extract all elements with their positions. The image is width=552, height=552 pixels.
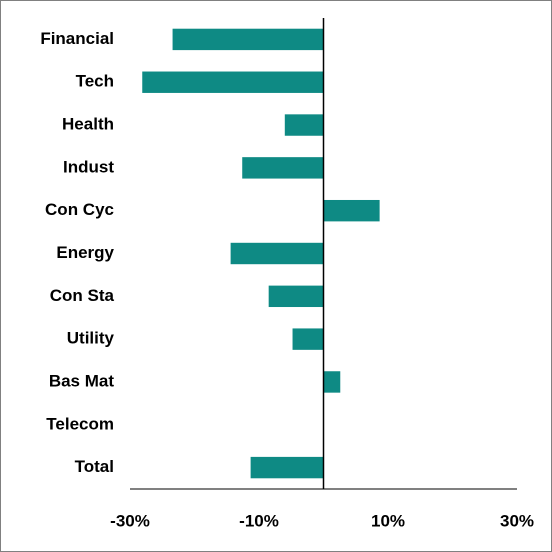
x-tick-label: -10% — [239, 511, 279, 530]
y-tick-label: Tech — [76, 72, 114, 91]
y-tick-label: Health — [62, 115, 114, 134]
x-tick-label: 30% — [500, 511, 534, 530]
y-tick-label: Bas Mat — [49, 371, 115, 390]
x-tick-label: 10% — [371, 511, 405, 530]
bar — [242, 157, 324, 179]
y-tick-label: Utility — [67, 329, 115, 348]
bar — [172, 28, 324, 51]
bar — [323, 199, 380, 222]
bar — [268, 285, 324, 308]
y-tick-label: Telecom — [46, 414, 114, 433]
bar — [323, 371, 341, 393]
y-tick-label: Con Cyc — [45, 200, 114, 219]
y-tick-label: Energy — [56, 243, 114, 262]
bar — [292, 328, 324, 350]
y-tick-label: Con Sta — [50, 286, 115, 305]
y-tick-label: Total — [75, 457, 114, 476]
bar — [284, 114, 324, 136]
bar — [142, 71, 324, 93]
bar — [230, 242, 324, 265]
y-tick-label: Indust — [63, 157, 114, 176]
x-tick-label: -30% — [110, 511, 150, 530]
bar — [250, 456, 324, 479]
y-tick-label: Financial — [40, 29, 114, 48]
